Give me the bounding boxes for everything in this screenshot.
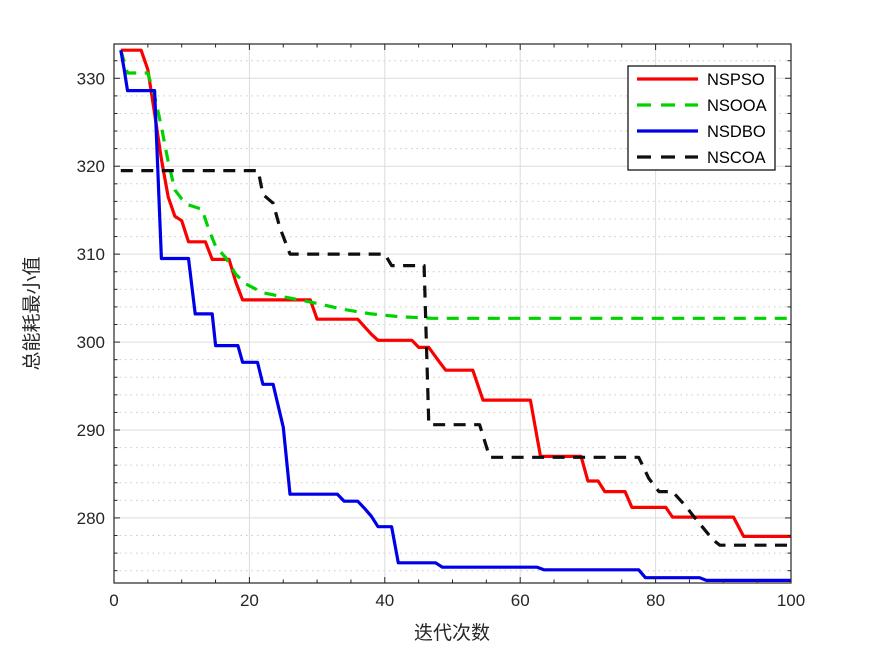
x-axis-label: 迭代次数 [414, 622, 490, 644]
series-lines [119, 48, 791, 582]
x-tick-label: 80 [646, 591, 665, 610]
y-tick-label: 300 [77, 333, 105, 352]
x-tick-label: 60 [511, 591, 530, 610]
y-axis-label: 总能耗最小值 [21, 256, 43, 370]
x-tick-label: 100 [777, 591, 805, 610]
legend-entry-nspso: NSPSO [707, 71, 765, 89]
legend-entry-nscoa: NSCOA [707, 149, 766, 167]
y-tick-label: 330 [77, 69, 105, 88]
series-line-nscoa [120, 169, 791, 547]
legend-entry-nsdbo: NSDBO [707, 123, 766, 141]
series-line-nsdbo [119, 49, 791, 582]
x-tick-label: 40 [375, 591, 394, 610]
series-line-nsooa [119, 49, 791, 320]
y-tick-label: 290 [77, 421, 105, 440]
legend: NSPSO NSOOA NSDBO NSCOA [627, 65, 776, 171]
tick-labels: 0 20 40 60 80 100 280 290 300 310 320 330 [77, 69, 806, 610]
major-gridlines [114, 44, 791, 583]
series-line-nspso [120, 48, 791, 538]
y-tick-label: 310 [77, 245, 105, 264]
x-tick-label: 0 [109, 591, 118, 610]
axes-box [113, 43, 792, 584]
y-tick-label: 280 [77, 509, 105, 528]
x-tick-label: 20 [240, 591, 259, 610]
legend-entry-nsooa: NSOOA [707, 97, 767, 115]
legend-box [627, 65, 776, 171]
y-tick-label: 320 [77, 157, 105, 176]
